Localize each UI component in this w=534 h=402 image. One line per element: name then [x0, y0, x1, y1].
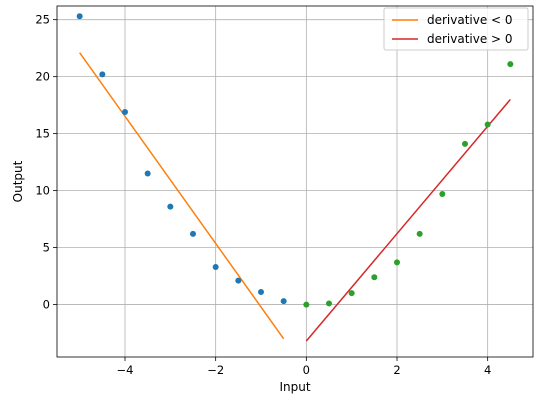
series-line-1 [305, 98, 511, 342]
scatter-point-series-0 [167, 203, 174, 210]
y-tick-label: 0 [43, 298, 50, 312]
legend-box [383, 7, 529, 51]
scatter-point-series-1 [484, 121, 491, 128]
scatter-point-series-0 [280, 298, 287, 305]
scatter-point-series-0 [76, 13, 83, 20]
x-tick-label: 0 [303, 363, 310, 377]
series-line-0 [79, 52, 285, 340]
x-tick-label: −2 [207, 363, 224, 377]
x-axis-label: Input [279, 380, 310, 394]
scatter-point-series-0 [212, 263, 219, 270]
x-tick-label: −4 [117, 363, 134, 377]
scatter-point-series-0 [190, 230, 196, 237]
scatter-point-series-1 [394, 259, 400, 266]
plot-frame [56, 5, 534, 358]
scatter-point-series-1 [303, 301, 310, 308]
legend-label-derivative-negative: derivative < 0 [427, 13, 513, 27]
y-tick-label: 5 [43, 241, 50, 255]
scatter-point-series-0 [99, 71, 106, 78]
y-tick-label: 15 [35, 127, 50, 141]
scatter-point-series-1 [371, 274, 378, 281]
legend: derivative < 0 derivative > 0 [383, 7, 529, 51]
scatter-point-series-1 [507, 61, 514, 68]
y-tick-label: 20 [35, 70, 50, 84]
scatter-point-series-0 [122, 108, 128, 115]
scatter-point-series-1 [439, 191, 446, 198]
scatter-point-series-0 [144, 170, 151, 177]
scatter-point-series-1 [326, 300, 332, 307]
y-axis-label: Output [11, 160, 25, 202]
grid [57, 6, 533, 357]
y-tick-label: 10 [35, 184, 50, 198]
axis-ticks: −4 −2 0 2 4 0 5 10 15 20 25 [35, 13, 491, 377]
scatter-point-series-0 [235, 277, 242, 284]
legend-label-derivative-positive: derivative > 0 [427, 32, 513, 46]
x-tick-label: 4 [484, 363, 491, 377]
scatter-point-series-0 [258, 289, 264, 296]
plot-data [76, 13, 514, 342]
y-tick-label: 25 [35, 13, 50, 27]
x-tick-label: 2 [393, 363, 400, 377]
scatter-point-series-1 [348, 290, 355, 297]
scatter-point-series-1 [416, 230, 423, 237]
scatter-point-series-1 [462, 140, 468, 147]
